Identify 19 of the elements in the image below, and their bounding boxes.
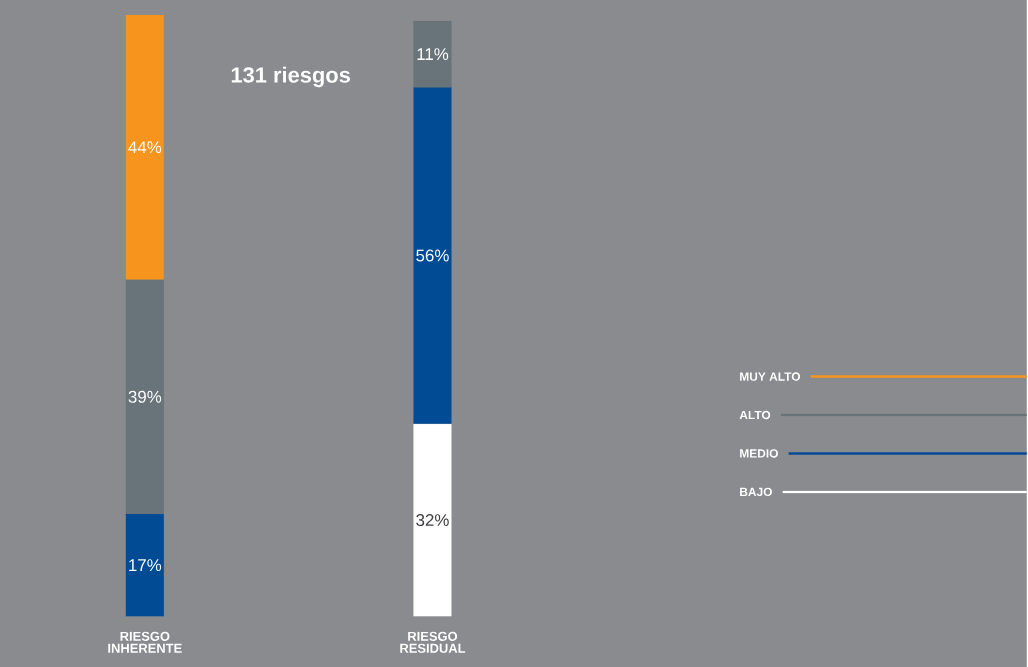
text: BAJO bbox=[740, 487, 772, 496]
data-label: 32% bbox=[416, 513, 449, 526]
data-label: 39% bbox=[128, 390, 162, 403]
data-label: 11% bbox=[417, 48, 449, 60]
bar bbox=[125, 14, 164, 280]
bar bbox=[413, 86, 452, 424]
x-tick-label: RIESGO RESIDUAL bbox=[400, 631, 466, 653]
bar bbox=[125, 513, 164, 617]
data-label: 17% bbox=[129, 559, 162, 571]
bar bbox=[413, 20, 452, 88]
text: MUY ALTO bbox=[740, 372, 801, 381]
text: MEDIO bbox=[740, 449, 778, 458]
data-label: 56% bbox=[416, 249, 449, 262]
bar bbox=[413, 423, 452, 617]
data-label: 44% bbox=[128, 141, 162, 154]
text: ALTO bbox=[739, 410, 771, 420]
text: 131 riesgos bbox=[231, 66, 350, 88]
bar bbox=[125, 279, 164, 514]
x-tick-label: RIESGO INHERENTE bbox=[108, 631, 182, 653]
